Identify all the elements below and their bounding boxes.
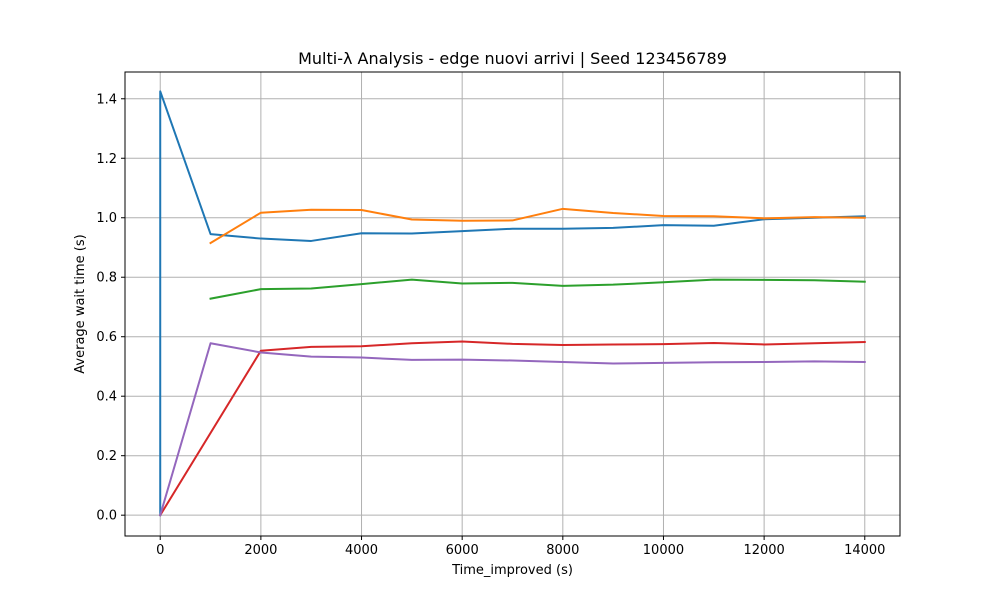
x-tick-label: 4000: [345, 543, 378, 558]
series-line-4: [158, 340, 866, 517]
x-tick-label: 8000: [546, 543, 579, 558]
x-tick-label: 12000: [743, 543, 784, 558]
y-tick-label: 0.6: [96, 330, 117, 345]
series-layer: [158, 90, 866, 517]
series-line-3: [209, 278, 866, 300]
series-line-2: [209, 207, 866, 245]
y-tick-label: 1.2: [96, 152, 117, 167]
y-tick-label: 1.0: [96, 211, 117, 226]
x-axis-ticks: 0 2000 4000 6000 8000 10000 12000 14000: [156, 536, 885, 558]
x-tick-label: 2000: [244, 543, 277, 558]
x-tick-label: 0: [156, 543, 164, 558]
x-tick-label: 6000: [446, 543, 479, 558]
series-line-1: [159, 90, 866, 517]
y-axis-ticks: 0.0 0.2 0.4 0.6 0.8 1.0 1.2 1.4: [96, 92, 125, 524]
y-tick-label: 1.4: [96, 92, 117, 107]
x-tick-label: 10000: [643, 543, 684, 558]
chart-title: Multi-λ Analysis - edge nuovi arrivi | S…: [298, 49, 727, 68]
y-axis-label: Average wait time (s): [73, 234, 88, 373]
x-tick-label: 14000: [844, 543, 885, 558]
x-axis-label: Time_improved (s): [451, 563, 573, 578]
y-tick-label: 0.4: [96, 390, 117, 405]
y-tick-label: 0.8: [96, 271, 117, 286]
y-tick-label: 0.0: [96, 509, 117, 524]
plot-area-frame: [124, 71, 901, 537]
x-gridlines: [159, 72, 866, 536]
series-line-5: [158, 342, 866, 517]
y-tick-label: 0.2: [96, 449, 117, 464]
